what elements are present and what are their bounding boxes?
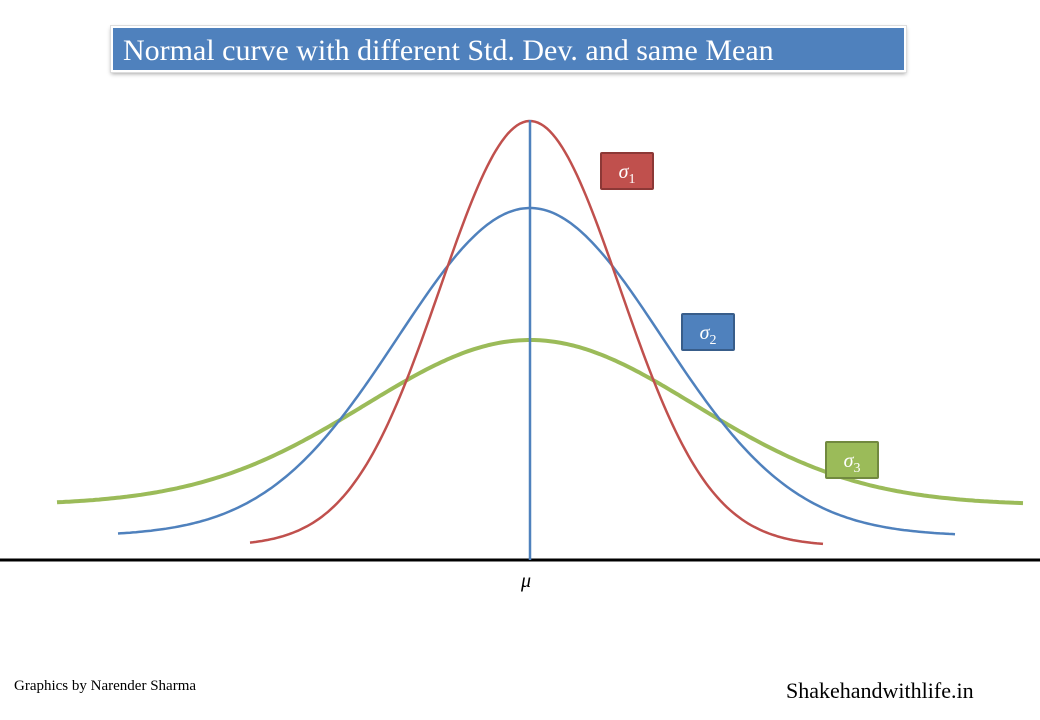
sigma-symbol: σ — [699, 322, 710, 344]
sigma-subscript: 3 — [853, 461, 861, 476]
sigma-3-label: σ3 — [825, 441, 879, 479]
sigma-2-label: σ2 — [681, 313, 735, 351]
sigma-subscript: 2 — [709, 333, 717, 348]
curve-sigma-2 — [117, 206, 956, 536]
sigma-subscript: 1 — [628, 172, 636, 187]
sigma-symbol: σ — [618, 161, 629, 183]
curve-sigma-3 — [56, 338, 1024, 506]
curve-sigma-1 — [249, 119, 824, 546]
sigma-1-label: σ1 — [600, 152, 654, 190]
diagram-title: Normal curve with different Std. Dev. an… — [110, 25, 907, 73]
site-name: Shakehandwithlife.in — [786, 678, 974, 703]
sigma-symbol: σ — [843, 450, 854, 472]
credit-text: Graphics by Narender Sharma — [14, 678, 197, 694]
mean-label: μ — [521, 570, 532, 592]
